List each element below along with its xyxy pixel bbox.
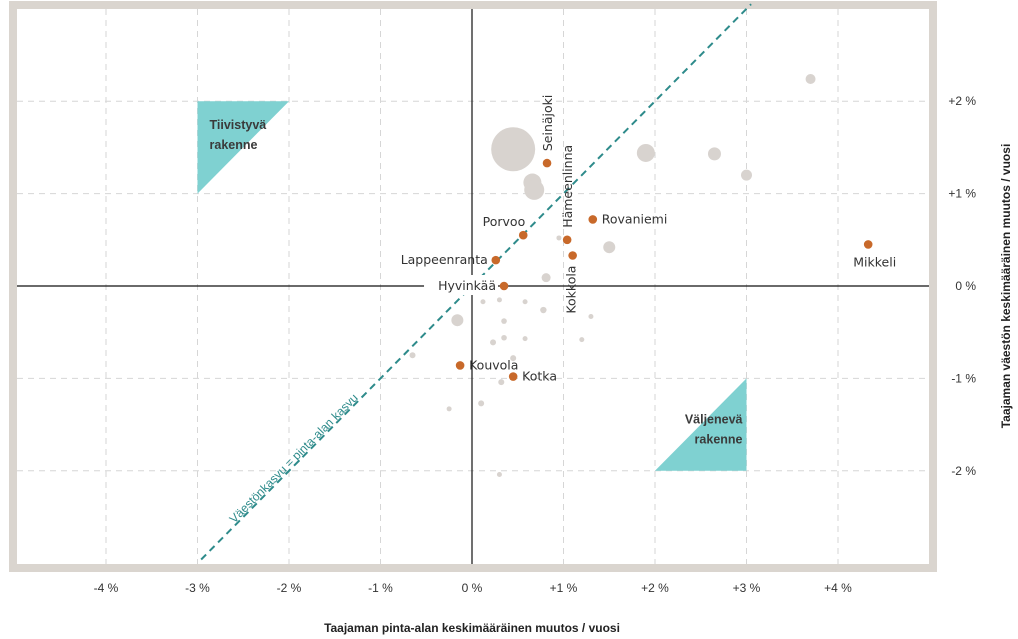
data-point — [498, 379, 505, 386]
data-point — [501, 318, 507, 324]
city-point — [568, 251, 577, 260]
data-point — [522, 299, 528, 305]
city-label: Lappeenranta — [401, 252, 488, 267]
x-tick-label: +2 % — [641, 581, 669, 595]
y-tick-label: -1 % — [951, 371, 976, 385]
city-label: Kokkola — [564, 266, 579, 314]
city-label: Kotka — [522, 369, 557, 384]
y-tick-label: +1 % — [948, 187, 976, 201]
x-tick-label: +3 % — [733, 581, 761, 595]
y-tick-label: 0 % — [955, 279, 976, 293]
data-point — [446, 406, 452, 412]
city-point — [588, 215, 598, 224]
city-label: Hämeenlinna — [560, 145, 575, 228]
x-tick-labels: -4 % -3 % -2 % -1 % 0 % +1 % +2 % +3 % +4 % — [94, 581, 853, 595]
region-label-tiivistyva: Tiivistyvä rakenne — [210, 118, 267, 152]
data-point — [805, 74, 816, 85]
city-label: Kouvola — [469, 357, 518, 372]
data-point — [491, 127, 536, 172]
city-point — [562, 235, 572, 245]
data-point — [409, 352, 416, 359]
city-point — [863, 240, 873, 249]
city-label: Mikkeli — [853, 254, 896, 269]
region-triangle-valjeneva — [655, 378, 747, 471]
data-point — [541, 273, 551, 283]
data-point — [636, 143, 655, 162]
x-tick-label: -2 % — [277, 581, 302, 595]
region-triangle-tiivistyva — [197, 101, 289, 194]
city-label: Hyvinkää — [438, 278, 496, 293]
data-point — [478, 400, 485, 407]
city-label-background — [424, 275, 499, 295]
city-label: Seinäjoki — [540, 95, 555, 152]
data-point — [540, 306, 547, 314]
grid-lines — [17, 9, 929, 564]
x-tick-label: -3 % — [185, 581, 210, 595]
x-tick-label: -4 % — [94, 581, 119, 595]
data-point — [707, 147, 721, 161]
city-point — [491, 255, 501, 265]
data-point — [480, 299, 486, 305]
x-axis-title: Taajaman pinta-alan keskimääräinen muuto… — [324, 621, 620, 635]
data-point — [741, 169, 752, 181]
y-tick-label: +2 % — [948, 94, 976, 108]
region-triangles: Tiivistyvä rakenne Väljenevä rakenne — [197, 101, 747, 471]
data-point — [451, 314, 464, 327]
data-point — [490, 339, 497, 346]
city-label: Porvoo — [483, 214, 526, 229]
x-tick-label: +4 % — [824, 581, 852, 595]
data-point — [496, 297, 502, 303]
data-point — [556, 235, 562, 241]
city-point — [542, 158, 552, 168]
city-label: Rovaniemi — [602, 211, 668, 226]
city-point — [508, 372, 518, 381]
data-point — [510, 355, 517, 362]
city-labels: Seinäjoki Hämeenlinna Kokkola Rovaniemi Porv… — [401, 95, 896, 384]
data-point — [501, 334, 507, 341]
x-tick-label: +1 % — [550, 581, 578, 595]
data-point — [496, 471, 502, 477]
y-axis-title: Taajaman väestön keskimääräinen muutos /… — [999, 144, 1013, 429]
background-points — [409, 74, 816, 477]
city-point — [455, 361, 465, 370]
data-point — [603, 241, 616, 254]
data-point — [522, 336, 528, 342]
city-point — [499, 281, 509, 291]
x-tick-label: 0 % — [462, 581, 483, 595]
highlighted-points — [455, 158, 873, 381]
data-point — [579, 337, 585, 343]
equal-growth-line-label: Väestönkasvu = pinta-alan kasvu — [227, 391, 361, 526]
data-point — [588, 313, 594, 319]
chart-frame — [9, 1, 937, 572]
data-point — [524, 179, 545, 200]
region-label-valjeneva: Väljenevä rakenne — [685, 412, 743, 446]
y-tick-label: -2 % — [951, 464, 976, 478]
city-point — [518, 230, 528, 240]
x-tick-label: -1 % — [368, 581, 393, 595]
y-tick-labels: +2 % +1 % 0 % -1 % -2 % — [948, 94, 976, 478]
